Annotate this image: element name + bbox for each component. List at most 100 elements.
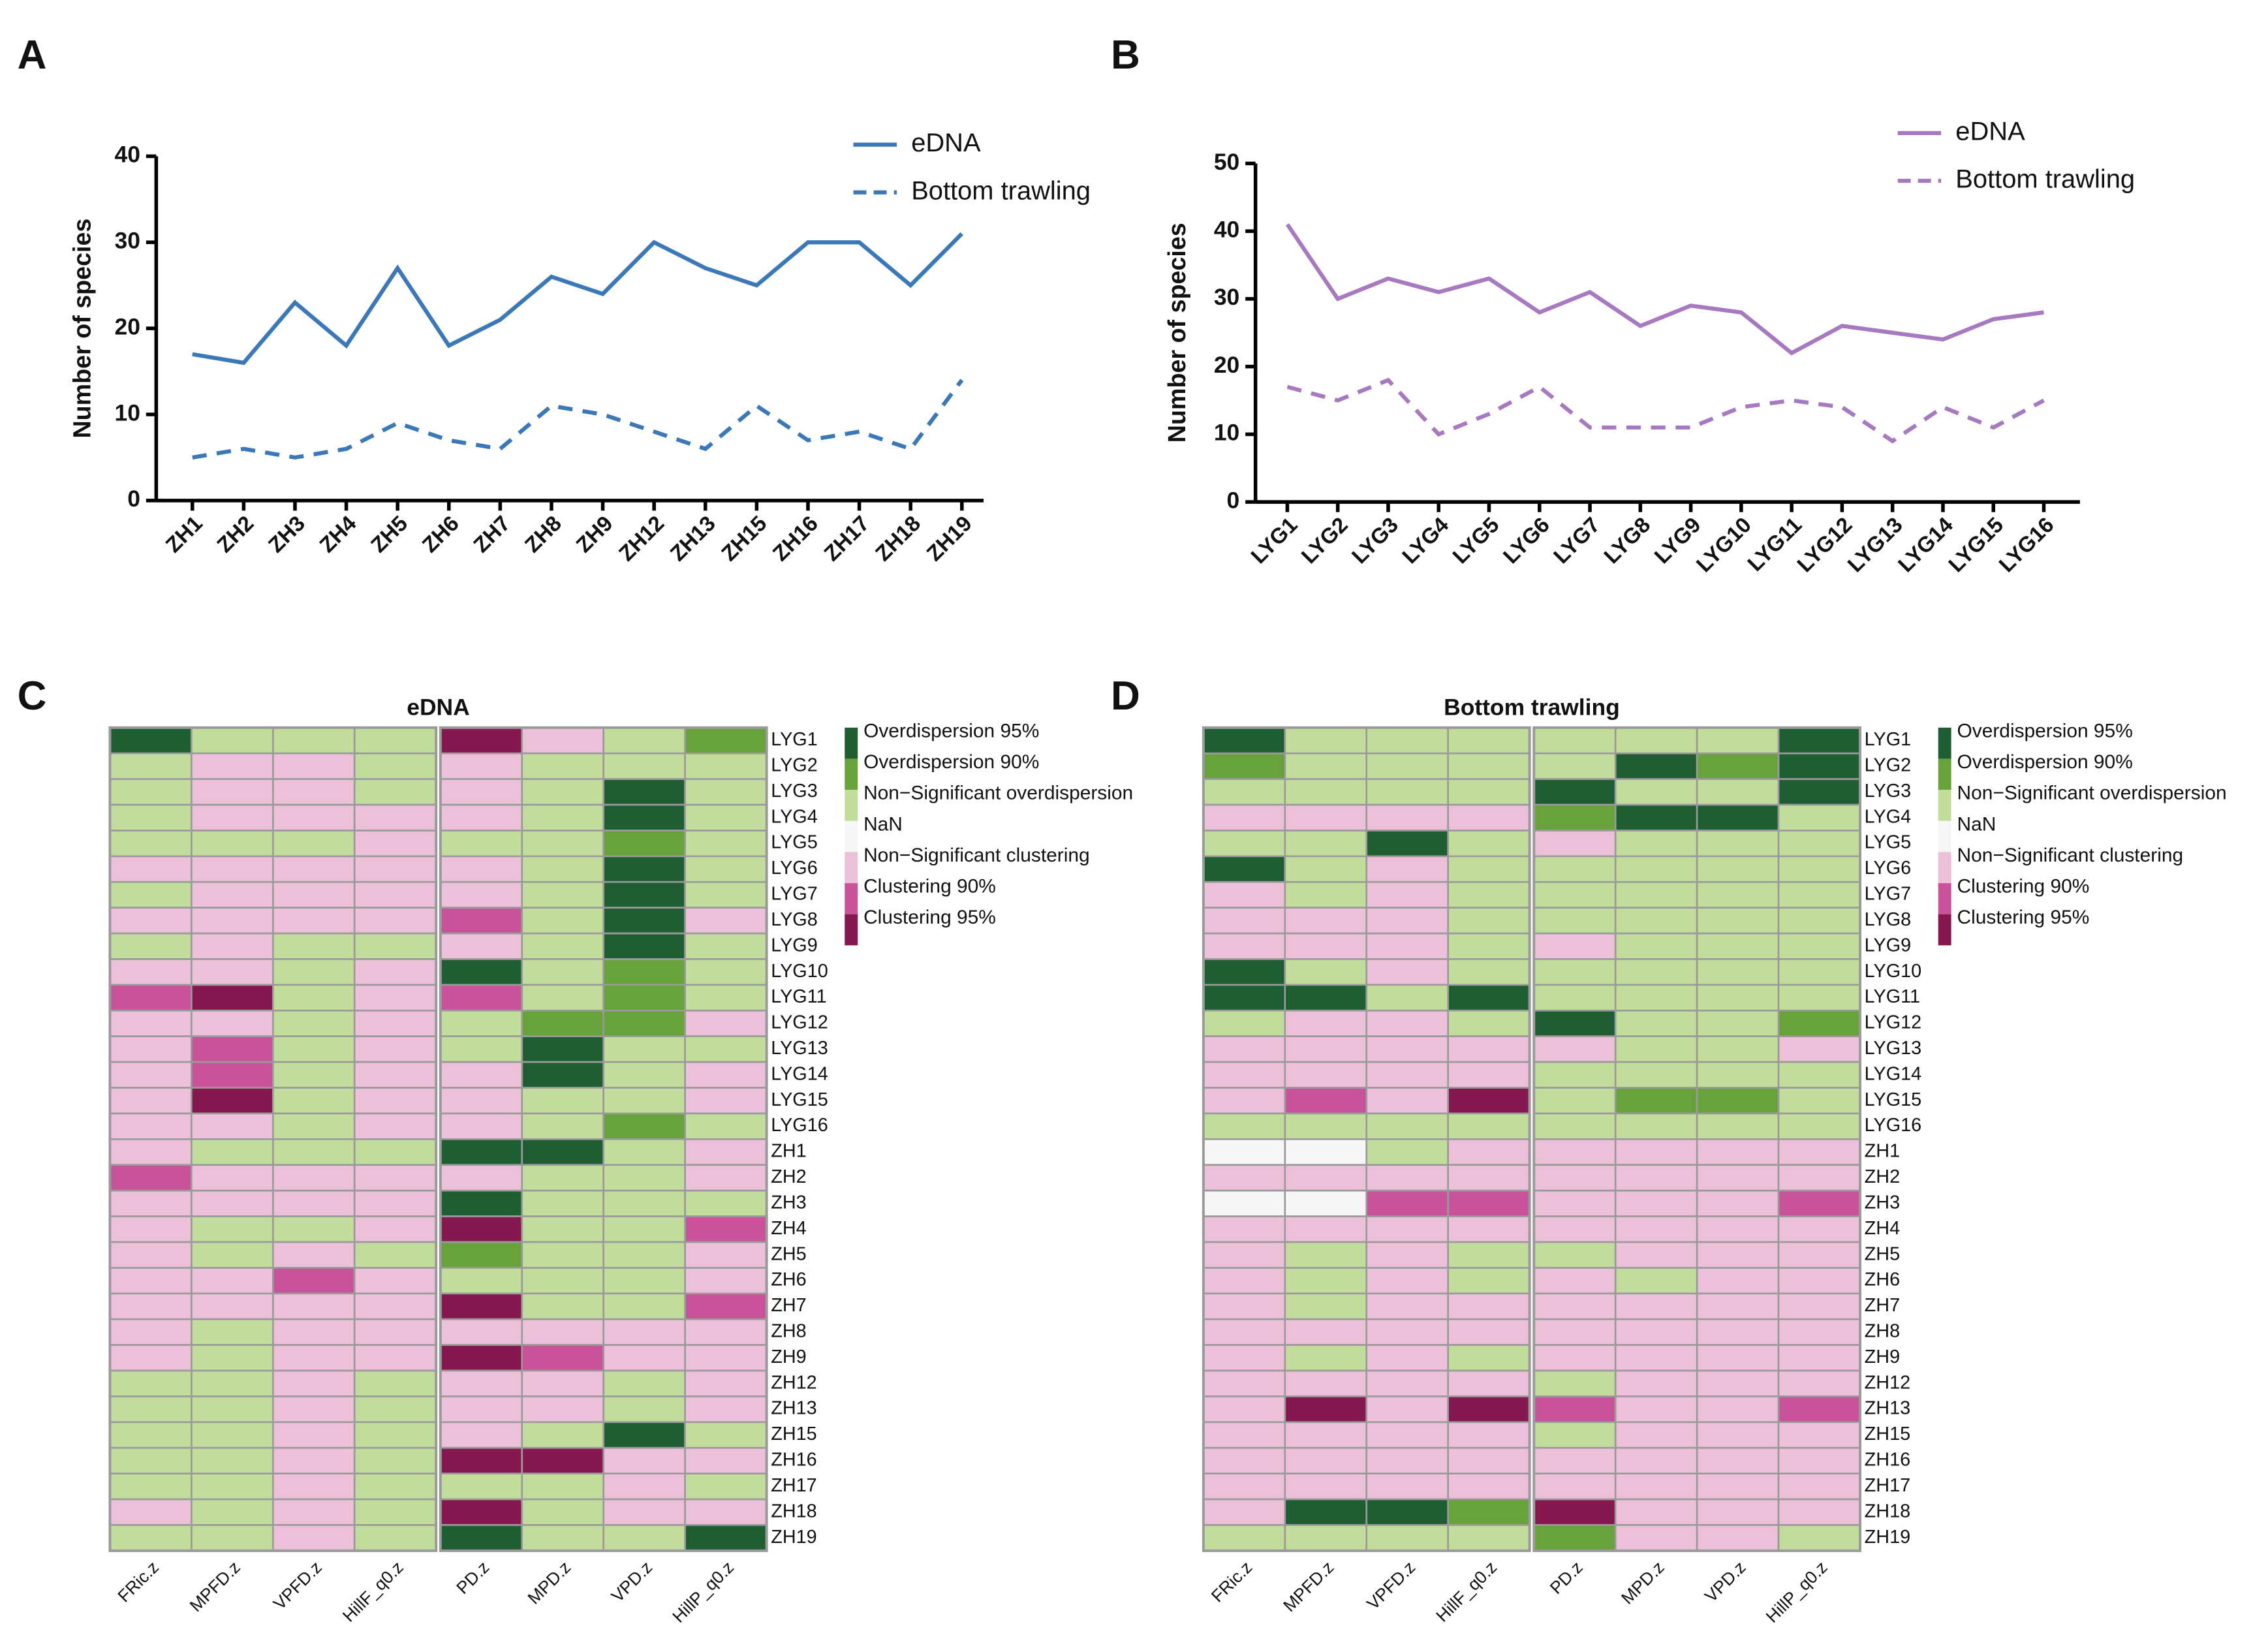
- heatmap-cell: [1777, 1112, 1861, 1140]
- legend-swatch: [1938, 727, 1951, 759]
- heatmap-cell: [1532, 752, 1617, 780]
- heatmap-cell: [1447, 752, 1530, 780]
- heatmap-cell: [439, 984, 523, 1012]
- legend-label: eDNA: [1955, 117, 2025, 146]
- heatmap-cell: [1202, 778, 1286, 806]
- row-label: ZH16: [771, 1450, 816, 1471]
- heatmap-cell: [521, 932, 605, 960]
- heatmap-cell: [1532, 1498, 1617, 1526]
- heatmap-cell: [1284, 855, 1368, 883]
- heatmap-cell: [1614, 984, 1698, 1012]
- heatmap-cell: [1284, 726, 1368, 755]
- heatmap-cell: [1202, 907, 1286, 935]
- heatmap-cell: [1614, 752, 1698, 780]
- heatmap-cell: [439, 1087, 523, 1115]
- heatmap-cell: [1532, 855, 1617, 883]
- x-tick-label: ZH4: [315, 511, 362, 557]
- heatmap-cell: [521, 830, 605, 858]
- heatmap-cell: [1614, 1087, 1698, 1115]
- heatmap-cell: [1202, 1061, 1286, 1089]
- heatmap-cell: [684, 958, 768, 986]
- heatmap-cell: [1447, 1524, 1530, 1552]
- heatmap-cell: [439, 881, 523, 909]
- heatmap-cell: [1696, 752, 1780, 780]
- heatmap-cell: [109, 803, 193, 832]
- heatmap-cell: [1365, 1395, 1450, 1424]
- heatmap-cell: [684, 907, 768, 935]
- row-label: LYG11: [1865, 986, 1920, 1007]
- heatmap-cell: [1777, 984, 1861, 1012]
- heatmap-cell: [353, 752, 437, 780]
- heatmap-cell: [1447, 1318, 1530, 1346]
- heatmap-cell: [439, 1215, 523, 1243]
- row-label: LYG6: [771, 858, 817, 879]
- heatmap-cell: [1202, 958, 1286, 986]
- heatmap-cell: [1696, 803, 1780, 832]
- heatmap-cell: [1202, 1138, 1286, 1166]
- heatmap-cell: [353, 1473, 437, 1501]
- x-tick-label: ZH2: [213, 512, 259, 558]
- heatmap-cell: [353, 1369, 437, 1397]
- heatmap-cell: [602, 855, 686, 883]
- heatmap-cell: [1532, 726, 1617, 755]
- heatmap-cell: [684, 1215, 768, 1243]
- row-label: LYG1: [1865, 729, 1911, 750]
- heatmap-cell: [684, 1112, 768, 1140]
- legend-swatch: [1938, 758, 1951, 790]
- heatmap-cell: [191, 855, 274, 883]
- heatmap-cell: [1365, 1241, 1450, 1269]
- row-label: ZH2: [771, 1166, 806, 1187]
- heatmap-cell: [521, 778, 605, 806]
- heatmap-cell: [109, 1241, 193, 1269]
- heatmap-cell: [1532, 1061, 1617, 1089]
- heatmap-cell: [1614, 1344, 1698, 1372]
- heatmap-cell: [191, 1087, 274, 1115]
- heatmap-cell: [1696, 1369, 1780, 1397]
- heatmap-cell: [684, 1087, 768, 1115]
- row-label: LYG12: [771, 1012, 828, 1033]
- heatmap-cell: [1614, 1189, 1698, 1217]
- heatmap-cell: [684, 1318, 768, 1346]
- row-label: LYG9: [1865, 935, 1911, 956]
- heatmap-cell: [1777, 1524, 1861, 1552]
- heatmap-cell: [1614, 1292, 1698, 1320]
- heatmap-cell: [1284, 1138, 1368, 1166]
- heatmap-cell: [1202, 1035, 1286, 1063]
- heatmap-cell: [1532, 778, 1617, 806]
- panel-label: B: [1111, 33, 1140, 78]
- heatmap-cell: [684, 1473, 768, 1501]
- heatmap-cell: [1777, 1061, 1861, 1089]
- heatmap-cell: [191, 1498, 274, 1526]
- heatmap-cell: [1696, 1189, 1780, 1217]
- heatmap-cell: [1284, 1421, 1368, 1449]
- row-label: ZH3: [1865, 1192, 1900, 1213]
- heatmap-cell: [1532, 1421, 1617, 1449]
- heatmap-cell: [439, 1009, 523, 1038]
- column-label: MPD.z: [524, 1557, 575, 1608]
- row-label: LYG11: [771, 986, 826, 1007]
- heatmap-cell: [1696, 830, 1780, 858]
- heatmap-cell: [1365, 1498, 1450, 1526]
- heatmap-cell: [602, 1318, 686, 1346]
- legend-swatch: [845, 790, 858, 821]
- heatmap-cell: [1365, 726, 1450, 755]
- heatmap-cell: [1447, 1292, 1530, 1320]
- row-label: ZH8: [1865, 1320, 1900, 1341]
- heatmap-cell: [109, 907, 193, 935]
- heatmap-cell: [1777, 752, 1861, 780]
- heatmap-cell: [1365, 1087, 1450, 1115]
- heatmap-cell: [439, 1112, 523, 1140]
- heatmap-cell: [1284, 1446, 1368, 1474]
- row-label: ZH12: [1865, 1372, 1910, 1393]
- heatmap-cell: [1447, 1138, 1530, 1166]
- x-tick-label: LYG2: [1297, 513, 1352, 569]
- heatmap-cell: [1696, 855, 1780, 883]
- legend-label: Non−Significant clustering: [863, 845, 1090, 866]
- heatmap-cell: [602, 803, 686, 832]
- y-tick-label: 30: [1214, 284, 1239, 310]
- legend-label: Bottom trawling: [1955, 165, 2135, 194]
- heatmap-cell: [1614, 1446, 1698, 1474]
- x-tick-label: ZH1: [161, 512, 208, 558]
- legend-label: Non−Significant overdispersion: [863, 783, 1133, 804]
